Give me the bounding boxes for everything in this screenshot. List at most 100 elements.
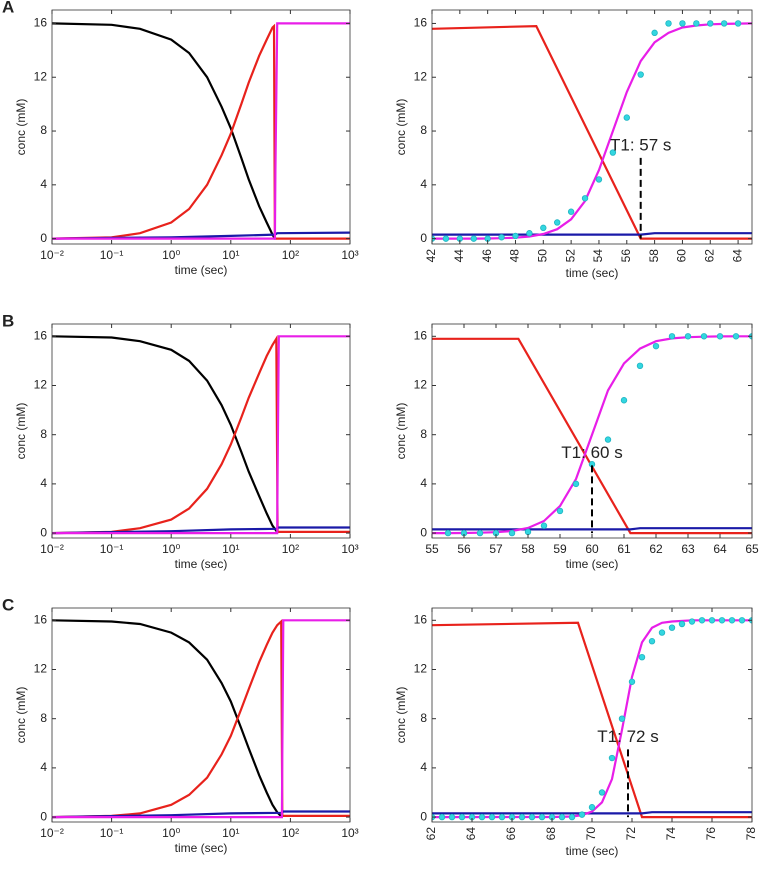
data-point (652, 342, 660, 350)
y-tick-label: 16 (34, 612, 48, 626)
chart-panel: 0 4 8 12 16 10⁻² 10⁻¹ 10⁰ 10¹ 10² 10³ time (sec) con… (2, 311, 359, 571)
data-point (688, 618, 696, 625)
x-tick-label: 72 (624, 827, 638, 841)
y-axis-label: conc (mM) (394, 99, 408, 156)
data-point (568, 813, 576, 821)
data-point (556, 507, 564, 515)
x-tick-label: 68 (544, 827, 558, 841)
data-point (498, 813, 506, 821)
x-tick-label: 52 (563, 249, 577, 263)
data-point (498, 234, 505, 241)
data-point (716, 333, 724, 340)
y-axis-label: conc (mM) (14, 403, 28, 460)
y-tick-label: 8 (420, 427, 427, 441)
x-tick-label: 10³ (341, 826, 358, 840)
plot-area (52, 324, 350, 538)
data-point (540, 224, 547, 232)
y-tick-label: 0 (40, 809, 47, 823)
data-point (581, 195, 589, 202)
x-tick-label: 10² (282, 248, 299, 262)
panel-label: A (2, 0, 14, 16)
data-point (665, 20, 672, 27)
chart-panel: 0 4 8 12 16 55 56 57 58 59 60 61 62 63 64 65 time (sec) c… (394, 323, 759, 571)
data-point (558, 813, 566, 821)
data-point (588, 804, 596, 811)
data-point (700, 333, 708, 340)
data-line (432, 24, 752, 240)
data-point (538, 813, 546, 821)
data-line (432, 335, 752, 535)
data-point (638, 653, 646, 661)
x-axis-label: time (sec) (175, 557, 228, 571)
x-tick-label: 74 (664, 827, 678, 841)
plot-area (52, 608, 350, 822)
data-point (567, 208, 575, 215)
x-tick-label: 50 (535, 249, 549, 263)
data-point (572, 480, 580, 488)
data-point (598, 789, 606, 796)
x-tick-label: 42 (424, 249, 438, 263)
data-point (528, 813, 536, 821)
x-tick-label: 60 (675, 249, 689, 263)
data-point (651, 29, 658, 37)
data-point (732, 333, 740, 340)
x-tick-label: 10⁰ (162, 826, 180, 840)
x-tick-label: 10³ (341, 542, 358, 556)
data-point (540, 522, 548, 529)
data-point (728, 617, 736, 624)
x-tick-label: 10³ (341, 248, 358, 262)
plot-area (432, 10, 752, 244)
data-line (52, 334, 350, 535)
data-point (488, 813, 496, 821)
data-line (52, 23, 350, 240)
x-tick-label: 10¹ (222, 826, 239, 840)
y-tick-label: 0 (420, 809, 427, 823)
data-point (618, 715, 626, 722)
data-point (734, 20, 742, 27)
y-tick-label: 0 (40, 525, 47, 539)
panel-label: C (2, 595, 14, 614)
data-point (620, 397, 628, 404)
axes-frame (431, 9, 753, 245)
plot-area (52, 10, 350, 244)
annotation-text: T1: 60 s (561, 443, 622, 462)
y-tick-label: 12 (414, 662, 428, 676)
data-point (708, 617, 716, 624)
data-point (526, 230, 533, 237)
x-axis-label: time (sec) (566, 266, 619, 280)
data-line (432, 811, 752, 815)
x-tick-label: 10⁻² (40, 248, 64, 262)
data-line (52, 335, 350, 535)
data-point (444, 529, 452, 537)
data-line (432, 621, 752, 819)
axes-frame (51, 607, 351, 823)
y-axis-label: conc (mM) (394, 687, 408, 744)
y-axis-label: conc (mM) (14, 99, 28, 156)
y-tick-label: 12 (34, 378, 48, 392)
x-tick-label: 10¹ (222, 542, 239, 556)
x-tick-label: 10⁻² (40, 542, 64, 556)
y-tick-label: 16 (414, 328, 428, 342)
data-point (693, 20, 700, 27)
data-point (684, 333, 692, 340)
x-tick-label: 56 (457, 542, 471, 556)
annotation-text: T1: 72 s (597, 727, 658, 746)
y-tick-label: 8 (40, 123, 47, 137)
data-line (432, 337, 752, 535)
y-tick-label: 8 (420, 123, 427, 137)
data-point (508, 529, 516, 537)
x-tick-label: 10⁻¹ (100, 542, 124, 556)
y-tick-label: 8 (40, 711, 47, 725)
y-axis-label: conc (mM) (14, 687, 28, 744)
plot-area (432, 608, 752, 822)
data-point (707, 20, 714, 27)
x-tick-label: 10⁻¹ (100, 826, 124, 840)
x-tick-label: 10⁰ (162, 542, 180, 556)
data-point (442, 235, 450, 242)
data-point (554, 219, 561, 226)
x-tick-label: 61 (617, 542, 631, 556)
y-tick-label: 4 (420, 476, 427, 490)
data-point (720, 20, 728, 27)
chart-panel: 0 4 8 12 16 10⁻² 10⁻¹ 10⁰ 10¹ 10² 10³ time (sec) con… (2, 595, 359, 855)
y-tick-label: 12 (414, 69, 428, 83)
